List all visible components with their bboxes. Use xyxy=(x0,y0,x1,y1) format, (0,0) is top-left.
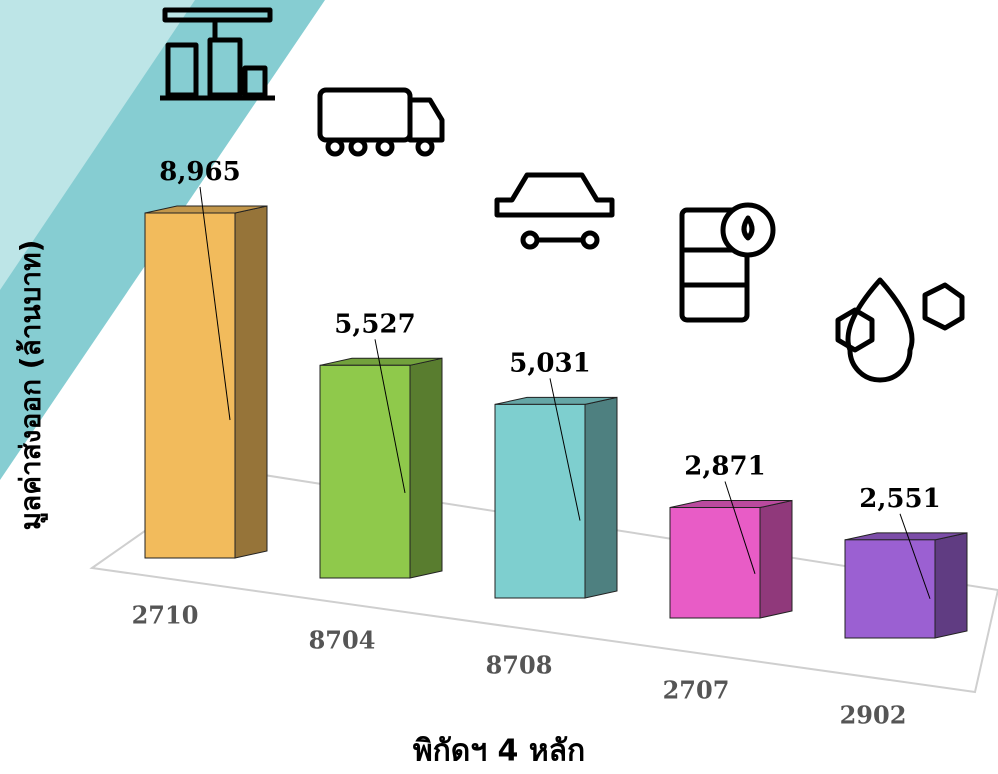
bar-side xyxy=(934,532,968,639)
bar xyxy=(319,364,411,579)
bar-side xyxy=(584,396,618,599)
bar xyxy=(494,403,586,599)
bar-side xyxy=(759,499,793,619)
x-tick-label: 8708 xyxy=(486,651,553,680)
leader-line xyxy=(899,513,931,599)
data-label: 8,965 xyxy=(159,157,240,187)
leader-line xyxy=(724,481,756,574)
leader-line xyxy=(374,339,406,494)
chemical-icon xyxy=(835,277,965,383)
background-band xyxy=(0,0,195,290)
oil-barrel-icon xyxy=(679,202,776,323)
x-axis-title: พิกัดฯ 4 หลัก xyxy=(413,734,585,769)
data-label: 2,871 xyxy=(684,452,765,482)
x-tick-label: 8704 xyxy=(309,626,376,655)
y-axis-title: มูลค่าส่งออก (ล้านบาท) xyxy=(14,240,48,531)
data-label: 5,031 xyxy=(509,348,590,378)
car-icon xyxy=(494,172,615,250)
bar-side xyxy=(234,205,268,559)
bar-side xyxy=(409,357,443,579)
data-label: 2,551 xyxy=(859,484,940,514)
x-tick-label: 2707 xyxy=(663,676,730,705)
leader-line xyxy=(549,378,581,521)
leader-line xyxy=(199,186,231,421)
truck-icon xyxy=(317,87,445,157)
data-label: 5,527 xyxy=(334,309,415,339)
x-tick-label: 2902 xyxy=(840,701,907,730)
bar xyxy=(144,212,236,559)
x-tick-label: 2710 xyxy=(132,601,199,630)
icons xyxy=(160,7,965,383)
bar xyxy=(669,507,761,619)
fuel-station-icon xyxy=(160,7,275,101)
bar xyxy=(844,539,936,639)
